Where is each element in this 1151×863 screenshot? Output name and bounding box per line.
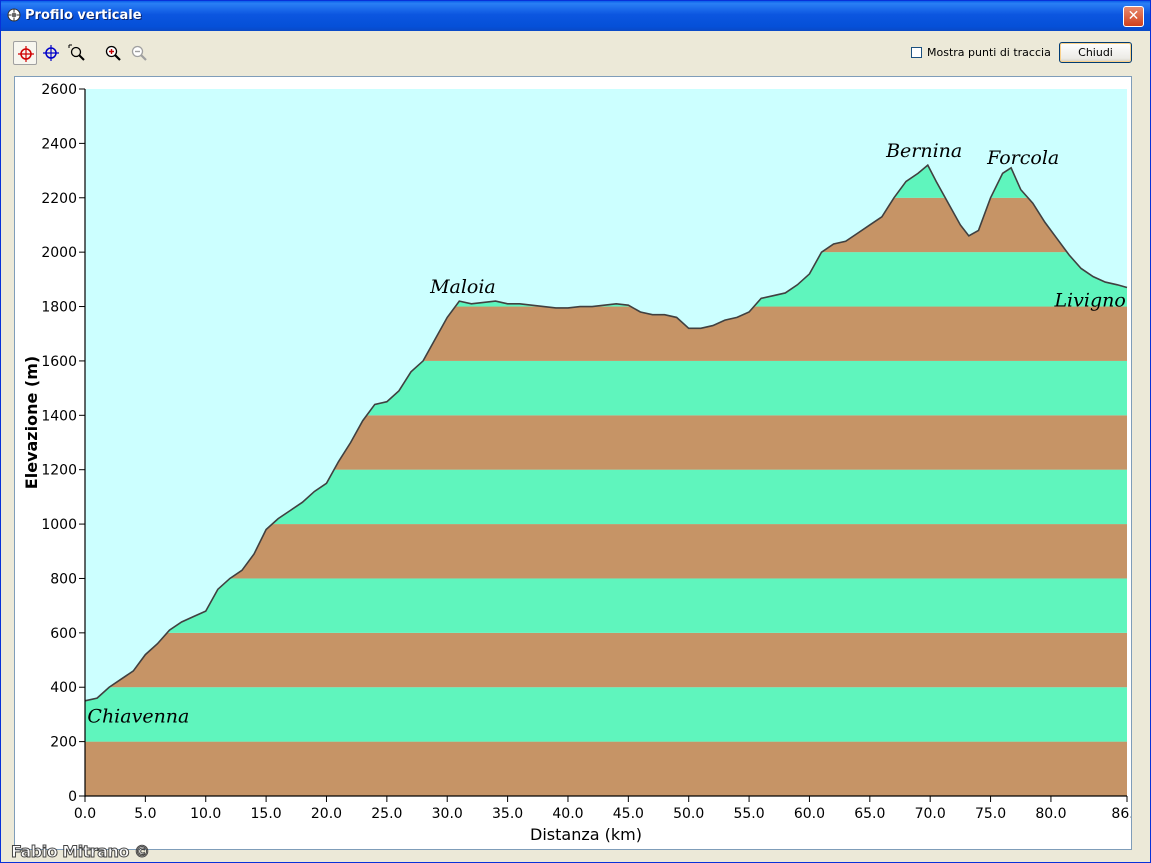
window-close-button[interactable]: ✕ — [1123, 6, 1144, 27]
x-tick-label: 75.0 — [975, 806, 1006, 822]
x-tick-label: 86.3 — [1111, 806, 1131, 822]
x-tick-label: 15.0 — [251, 806, 282, 822]
zoom-out-button[interactable] — [127, 41, 151, 65]
x-tick-label: 70.0 — [915, 806, 946, 822]
y-tick-label: 2000 — [41, 245, 77, 261]
crosshair-red-button[interactable] — [13, 41, 37, 65]
x-tick-label: 0.0 — [74, 806, 96, 822]
y-tick-label: 800 — [50, 571, 77, 587]
zoom-in-button[interactable] — [101, 41, 125, 65]
x-tick-label: 10.0 — [190, 806, 221, 822]
y-tick-label: 600 — [50, 626, 77, 642]
elevation-band — [85, 741, 1127, 796]
y-tick-label: 2600 — [41, 82, 77, 98]
close-button[interactable]: Chiudi — [1059, 42, 1132, 63]
y-tick-label: 1000 — [41, 517, 77, 533]
profile-line — [84, 163, 1128, 702]
x-tick-label: 20.0 — [311, 806, 342, 822]
place-label: Chiavenna — [87, 706, 189, 728]
zoom-area-icon — [68, 44, 85, 61]
y-tick-label: 200 — [50, 735, 77, 751]
y-tick-label: 400 — [50, 680, 77, 696]
x-tick-label: 65.0 — [854, 806, 885, 822]
y-tick-label: 1600 — [41, 354, 77, 370]
place-label: Livigno — [1053, 290, 1125, 312]
x-tick-label: 30.0 — [432, 806, 463, 822]
elevation-band — [85, 632, 1127, 688]
y-tick-label: 2200 — [41, 191, 77, 207]
crosshair-blue-icon — [43, 45, 59, 61]
x-tick-label: 25.0 — [371, 806, 402, 822]
y-axis-label: Elevazione (m) — [22, 356, 41, 489]
x-tick-label: 50.0 — [673, 806, 704, 822]
toolbar: Mostra punti di traccia Chiudi — [5, 35, 1145, 71]
window-title: Profilo verticale — [25, 8, 142, 23]
zoom-out-icon — [131, 45, 147, 61]
x-tick-label: 35.0 — [492, 806, 523, 822]
title-bar[interactable]: Profilo verticale ✕ — [1, 1, 1150, 31]
place-label: Bernina — [885, 140, 962, 162]
watermark: Fabio Mitrano © — [10, 842, 150, 862]
x-tick-label: 60.0 — [794, 806, 825, 822]
x-tick-label: 55.0 — [733, 806, 764, 822]
show-track-points-checkbox[interactable] — [911, 47, 922, 58]
y-tick-label: 2400 — [41, 136, 77, 152]
zoom-area-button[interactable] — [65, 41, 89, 65]
x-tick-label: 45.0 — [613, 806, 644, 822]
x-tick-label: 5.0 — [134, 806, 156, 822]
elevation-band — [85, 687, 1127, 742]
elevation-profile-chart[interactable]: 0 200 400 600 800 1000 1200 1400 1600 1800 2000 220… — [15, 77, 1131, 849]
x-tick-label: 40.0 — [552, 806, 583, 822]
x-axis-label: Distanza (km) — [530, 825, 642, 844]
y-tick-label: 1200 — [41, 463, 77, 479]
y-tick-label: 0 — [68, 789, 77, 805]
crosshair-red-icon — [18, 46, 34, 62]
y-tick-label: 1800 — [41, 300, 77, 316]
show-track-points-label: Mostra punti di traccia — [927, 46, 1051, 59]
app-icon — [7, 8, 21, 22]
zoom-in-icon — [105, 45, 121, 61]
chart-panel: 0 200 400 600 800 1000 1200 1400 1600 1800 2000 220… — [14, 76, 1132, 850]
crosshair-blue-button[interactable] — [39, 41, 63, 65]
place-label: Forcola — [986, 147, 1059, 169]
y-tick-label: 1400 — [41, 408, 77, 424]
elevation-band — [85, 578, 1127, 633]
place-label: Maloia — [429, 276, 496, 298]
x-tick-label: 80.0 — [1035, 806, 1066, 822]
